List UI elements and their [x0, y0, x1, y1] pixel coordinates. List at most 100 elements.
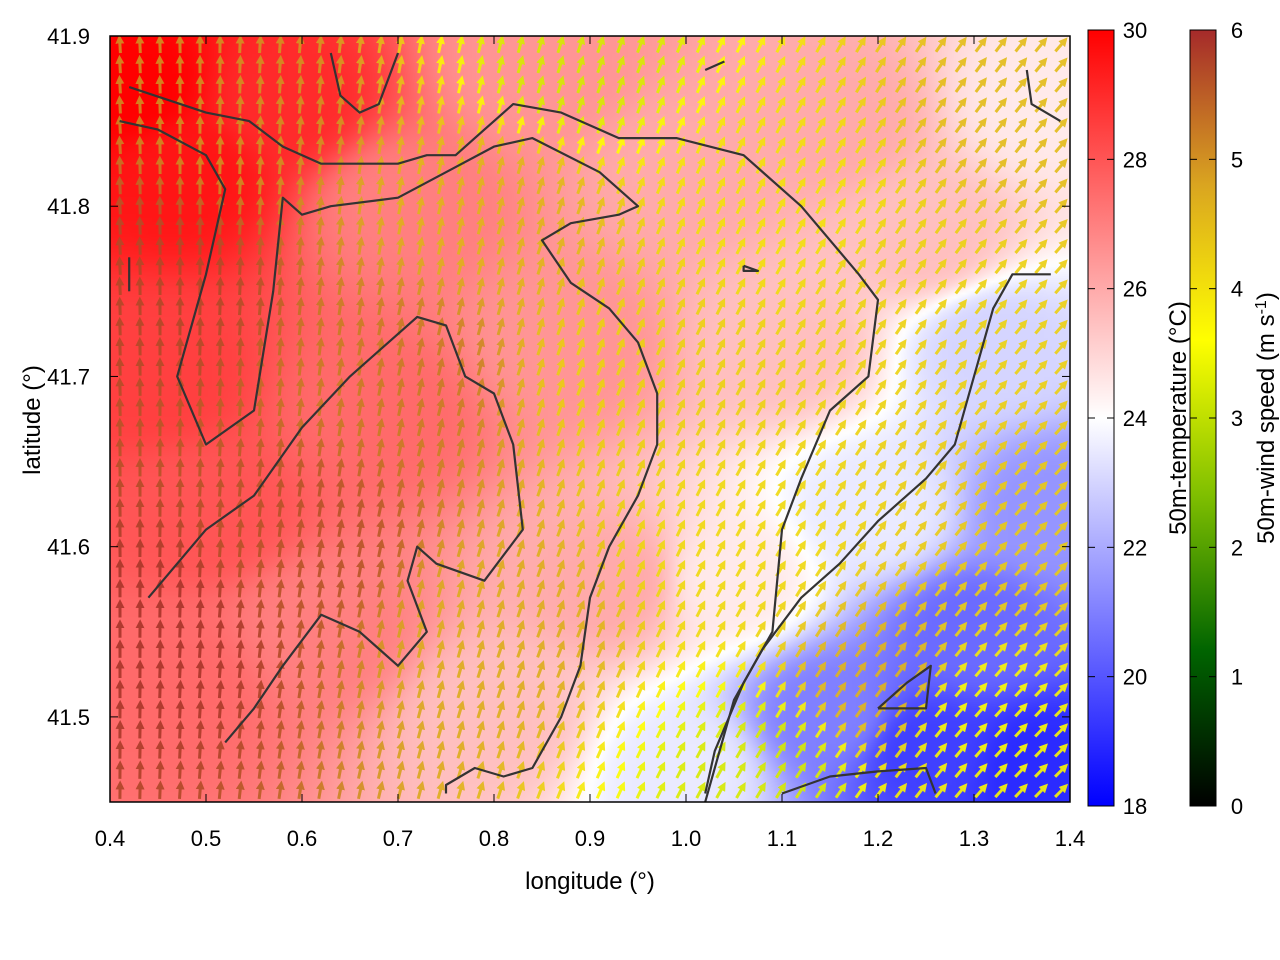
wind-vector [556, 640, 566, 658]
temperature-colorbar: 18 20 22 24 26 28 30 50m-temperature (°C) [1087, 18, 1192, 819]
wind-vector [295, 135, 305, 154]
wind-vector [735, 580, 746, 598]
wind-vector [814, 762, 827, 779]
wind-vector [954, 440, 968, 456]
wind-vector [576, 418, 586, 437]
wind-vector [536, 680, 546, 699]
wind-vector [675, 438, 686, 457]
wind-vector [934, 500, 948, 517]
wind-vector [335, 36, 345, 54]
wind-vector [456, 417, 465, 437]
wind-vector [195, 578, 205, 598]
wind-vector [815, 419, 827, 436]
wind-vector [695, 680, 706, 698]
wind-vector [715, 600, 726, 618]
colorbar-tick-label: 1 [1231, 665, 1243, 690]
wind-vector [175, 538, 185, 558]
wind-vector [255, 780, 265, 800]
wind-vector [275, 518, 285, 537]
wind-vector [954, 662, 968, 678]
wind-vector [315, 195, 325, 215]
wind-vector [255, 155, 265, 175]
wind-vector [894, 560, 907, 577]
wind-vector [755, 640, 766, 658]
wind-vector [115, 36, 125, 54]
wind-vector [914, 621, 928, 638]
wind-vector [675, 499, 686, 517]
wind-vector [516, 559, 526, 578]
wind-vector [575, 761, 586, 779]
wind-vector [576, 660, 586, 679]
wind-vector [356, 720, 365, 739]
wind-vector [275, 54, 285, 74]
wind-vector [834, 701, 847, 718]
wind-vector [974, 702, 988, 718]
wind-vector [396, 518, 405, 538]
wind-vector [675, 761, 686, 779]
wind-vector [576, 640, 586, 658]
wind-vector [1034, 702, 1048, 718]
wind-vector [815, 540, 827, 557]
wind-vector [396, 659, 405, 679]
wind-vector [994, 420, 1008, 436]
wind-vector [376, 518, 385, 538]
wind-vector [416, 458, 425, 477]
x-tick-label: 1.3 [959, 826, 990, 851]
wind-vector [335, 296, 345, 316]
colorbar-tick-label: 30 [1123, 18, 1147, 43]
wind-vector [914, 722, 928, 738]
wind-vector [235, 216, 245, 235]
wind-vector [795, 439, 806, 457]
wind-vector [476, 639, 486, 658]
wind-vector [175, 699, 185, 719]
wind-vector [695, 479, 706, 497]
wind-vector [436, 458, 445, 477]
wind-vector [456, 397, 465, 417]
wind-vector [315, 276, 325, 296]
wind-vector [476, 518, 486, 538]
wind-vector [396, 780, 405, 800]
wind-vector [914, 520, 927, 537]
wind-vector [715, 479, 726, 497]
wind-vector [735, 479, 746, 497]
wind-vector [556, 498, 566, 517]
wind-vector [536, 418, 546, 437]
wind-vector [934, 762, 948, 779]
wind-vector [974, 581, 988, 597]
wind-vector [315, 740, 325, 759]
wind-vector [456, 599, 466, 618]
wind-vector [496, 760, 506, 779]
wind-vector [1014, 622, 1028, 637]
wind-vector [235, 699, 245, 719]
wind-vector [1014, 723, 1028, 738]
wind-vector [275, 558, 285, 578]
wind-vector [195, 457, 205, 477]
wind-vector [255, 276, 265, 296]
wind-vector [476, 458, 486, 477]
wind-vector [336, 699, 345, 719]
wind-vector [814, 600, 827, 618]
wind-vector [795, 580, 807, 598]
wind-vector [476, 680, 486, 699]
wind-vector [496, 680, 506, 699]
wind-vector [775, 701, 786, 719]
wind-vector [215, 498, 225, 517]
wind-vector [536, 660, 546, 679]
wind-vector [396, 760, 405, 779]
wind-vector [255, 296, 265, 316]
wind-vector [416, 760, 425, 779]
wind-vector [854, 479, 867, 497]
wind-vector [735, 560, 746, 578]
x-tick-label: 0.4 [95, 826, 126, 851]
wind-vector [715, 721, 726, 739]
wind-vector [994, 460, 1008, 476]
wind-vector [255, 135, 265, 154]
wind-vector [436, 498, 445, 517]
wind-vector [834, 560, 847, 577]
wind-vector [215, 256, 225, 275]
wind-vector [355, 115, 365, 134]
wind-vector [795, 540, 806, 557]
wind-vector [715, 499, 726, 517]
wind-vector [536, 539, 546, 558]
wind-vector [295, 36, 305, 54]
